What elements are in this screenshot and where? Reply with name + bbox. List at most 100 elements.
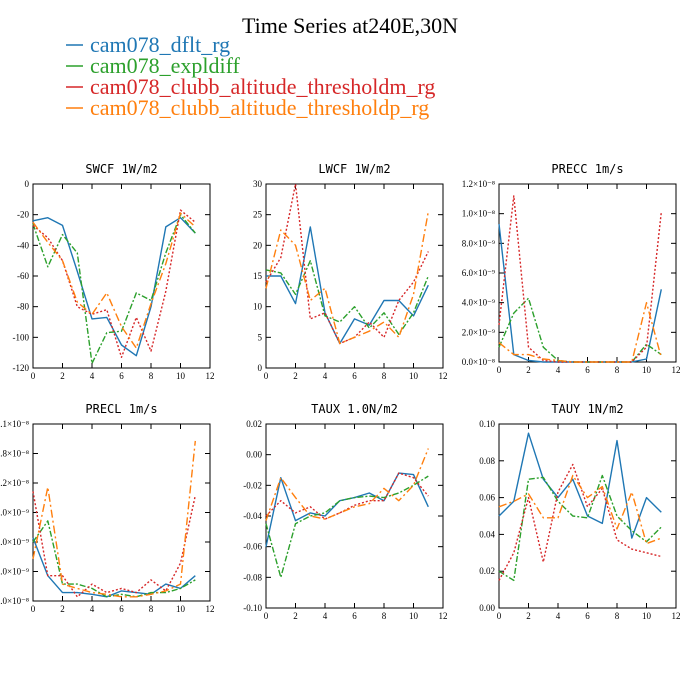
x-tick-label: 8 (615, 365, 620, 375)
y-tick-label: -20 (17, 210, 29, 220)
panel-title: SWCF 1W/m2 (85, 162, 157, 176)
chart-panel: LWCF 1W/m2 0 2 4 6 8 10 12 0 5 10 15 20 25 30 (253, 162, 448, 381)
series-line-cam078-clubb-altitude-thresholdp-rg (498, 302, 662, 363)
x-tick-label: 0 (31, 371, 36, 381)
y-tick-label: -80 (17, 302, 29, 312)
legend-label: cam078_expldiff (90, 53, 241, 78)
x-tick-label: 2 (60, 604, 65, 614)
x-tick-label: 2 (526, 611, 531, 621)
x-tick-label: 2 (60, 371, 65, 381)
x-tick-label: 4 (556, 611, 561, 621)
x-tick-label: 12 (672, 365, 681, 375)
x-tick-label: 4 (323, 611, 328, 621)
y-tick-label: 0.02 (479, 566, 495, 576)
legend-label: cam078_dflt_rg (90, 32, 230, 57)
y-tick-label: 1.8×10⁻⁸ (0, 449, 29, 459)
series-line-cam078-expldiff (265, 475, 429, 578)
x-tick-label: 8 (149, 371, 154, 381)
x-tick-label: 8 (149, 604, 154, 614)
chart-panel: SWCF 1W/m2 0 2 4 6 8 10 12 -120 -100 -80 -60 -40 -20 0 (13, 162, 215, 381)
y-tick-label: 0.00 (479, 603, 495, 613)
y-tick-label: -120 (13, 363, 30, 373)
x-tick-label: 6 (119, 604, 124, 614)
chart-panel: PRECC 1m/s 0 2 4 6 8 10 12 0.0×10⁻⁸ 2.0×10⁻⁹ 4.0×1… (462, 162, 681, 375)
x-tick-label: 10 (642, 611, 652, 621)
x-tick-label: 8 (382, 371, 387, 381)
x-tick-label: 6 (352, 371, 357, 381)
y-tick-label: 0.08 (479, 456, 495, 466)
y-tick-label: -0.10 (243, 603, 262, 613)
x-tick-label: 12 (206, 371, 215, 381)
x-tick-label: 10 (176, 604, 186, 614)
y-tick-label: -0.02 (243, 480, 262, 490)
y-tick-label: -40 (17, 240, 29, 250)
chart-panels: SWCF 1W/m2 0 2 4 6 8 10 12 -120 -100 -80 -60 -40 -20 0… (0, 162, 681, 621)
plot-frame (32, 183, 211, 369)
x-tick-label: 10 (409, 371, 419, 381)
x-tick-label: 4 (90, 604, 95, 614)
panel-title: PRECC 1m/s (551, 162, 623, 176)
x-tick-label: 2 (526, 365, 531, 375)
x-tick-label: 0 (31, 604, 36, 614)
y-tick-label: 0.06 (479, 493, 495, 503)
figure-title: Time Series at240E,30N (242, 13, 458, 38)
series-line-cam078-dflt-rg (266, 226, 429, 345)
x-tick-label: 4 (556, 365, 561, 375)
panel-title: TAUY 1N/m2 (551, 402, 623, 416)
series-line-cam078-expldiff (32, 213, 196, 365)
y-tick-label: -0.08 (243, 572, 262, 582)
legend-label: cam078_clubb_altitude_thresholdm_rg (90, 74, 435, 99)
series-line-cam078-clubb-altitude-thresholdp-rg (498, 474, 662, 545)
y-tick-label: 0.02 (246, 419, 262, 429)
series-line-cam078-clubb-altitude-thresholdm-rg (265, 472, 429, 520)
legend-item: cam078_expldiff (66, 53, 241, 78)
x-tick-label: 0 (264, 371, 269, 381)
legend-item: cam078_dflt_rg (66, 32, 230, 57)
chart-panel: TAUX 1.0N/m2 0 2 4 6 8 10 12 -0.10 -0.08 -0.06 -0.0… (243, 402, 447, 621)
y-tick-label: 20 (253, 240, 263, 250)
x-tick-label: 10 (642, 365, 652, 375)
chart-panel: PRECL 1m/s 0 2 4 6 8 10 12 0.0×10⁻⁸ 3.0×10⁻⁹ 6.0×1… (0, 402, 215, 614)
y-tick-label: -0.04 (243, 511, 262, 521)
y-tick-label: 8.0×10⁻⁹ (462, 238, 495, 248)
x-tick-label: 6 (352, 611, 357, 621)
x-tick-label: 10 (409, 611, 419, 621)
y-tick-label: 6.0×10⁻⁹ (0, 537, 29, 547)
series-line-cam078-dflt-rg (498, 432, 662, 539)
y-tick-label: 30 (253, 179, 263, 189)
x-tick-label: 6 (585, 611, 590, 621)
series-line-cam078-dflt-rg (498, 223, 662, 363)
y-tick-label: 6.0×10⁻⁹ (462, 268, 495, 278)
y-tick-label: 2.0×10⁻⁹ (462, 327, 495, 337)
y-tick-label: 0 (258, 363, 263, 373)
x-tick-label: 10 (176, 371, 186, 381)
x-tick-label: 12 (672, 611, 681, 621)
y-tick-label: -100 (13, 332, 30, 342)
x-tick-label: 8 (382, 611, 387, 621)
panel-title: PRECL 1m/s (85, 402, 157, 416)
panel-title: TAUX 1.0N/m2 (311, 402, 398, 416)
y-tick-label: 3.0×10⁻⁹ (0, 567, 29, 577)
plot-frame (498, 183, 677, 363)
x-tick-label: 0 (497, 611, 502, 621)
y-tick-label: 0.10 (479, 419, 495, 429)
panel-title: LWCF 1W/m2 (318, 162, 390, 176)
x-tick-label: 8 (615, 611, 620, 621)
y-tick-label: 9.0×10⁻⁹ (0, 508, 29, 518)
series-line-cam078-clubb-altitude-thresholdm-rg (265, 183, 429, 345)
legend-label: cam078_clubb_altitude_thresholdp_rg (90, 95, 429, 120)
series-line-cam078-expldiff (498, 474, 662, 582)
y-tick-label: -60 (17, 271, 29, 281)
series-line-cam078-clubb-altitude-thresholdm-rg (32, 491, 196, 598)
y-tick-label: 0.0×10⁻⁸ (462, 357, 495, 367)
series-line-cam078-expldiff (498, 297, 662, 363)
x-tick-label: 12 (206, 604, 215, 614)
y-tick-label: -0.06 (243, 542, 262, 552)
legend: cam078_dflt_rgcam078_expldiffcam078_club… (66, 32, 435, 120)
y-tick-label: 5 (258, 332, 263, 342)
x-tick-label: 12 (439, 611, 448, 621)
y-tick-label: 0.04 (479, 529, 495, 539)
y-tick-label: 1.0×10⁻⁸ (462, 209, 495, 219)
y-tick-label: 4.0×10⁻⁹ (462, 298, 495, 308)
